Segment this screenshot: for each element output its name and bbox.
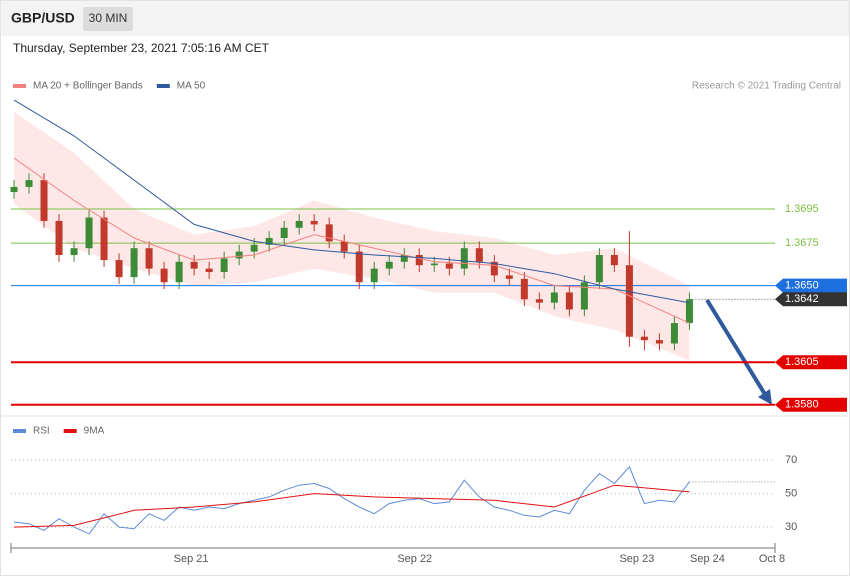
candle-body <box>205 268 213 273</box>
candle-body <box>580 282 588 310</box>
legend-label: RSI <box>33 426 50 437</box>
legend-swatch <box>13 84 26 88</box>
level-label: 1.3675 <box>785 237 819 249</box>
candle-body <box>550 292 558 303</box>
candle-body <box>310 220 318 225</box>
candle-body <box>370 268 378 283</box>
candle-body <box>175 261 183 283</box>
forecast-arrowhead <box>758 389 772 405</box>
legend-swatch <box>156 84 170 88</box>
legend-swatch <box>63 429 77 433</box>
level-label: 1.3650 <box>785 280 819 292</box>
x-tick-label: Sep 24 <box>690 553 725 565</box>
candle-body <box>430 263 438 266</box>
legend-label: MA 50 <box>177 81 206 92</box>
x-tick-label: Sep 22 <box>397 553 432 565</box>
x-tick-label: Sep 23 <box>619 553 654 565</box>
candle-body <box>490 261 498 276</box>
candle-body <box>520 278 528 300</box>
legend-label: 9MA <box>84 426 105 437</box>
candle-body <box>70 248 78 255</box>
source: Research © 2021 Trading Central <box>692 81 841 92</box>
symbol: GBP/USD <box>11 10 75 26</box>
bollinger-band <box>14 112 690 361</box>
candle-body <box>115 260 123 278</box>
level-box <box>775 397 847 412</box>
legend-label: MA 20 + Bollinger Bands <box>33 81 143 92</box>
candle-body <box>40 180 48 221</box>
candle-body <box>265 237 273 245</box>
indicator-line <box>13 484 690 528</box>
candle-body <box>145 248 153 269</box>
candle-body <box>160 268 168 283</box>
timestamp: Thursday, September 23, 2021 7:05:16 AM … <box>13 41 270 55</box>
y-tick-label: 50 <box>785 487 797 499</box>
candle-body <box>535 299 543 303</box>
candle-body <box>340 241 348 252</box>
y-tick-label: 70 <box>785 454 797 466</box>
candle-body <box>25 180 33 187</box>
x-tick-label: Oct 8 <box>759 553 785 565</box>
candle-body <box>190 261 198 269</box>
candle-body <box>295 220 303 228</box>
candle-body <box>325 224 333 242</box>
level-label: 1.3580 <box>785 399 819 411</box>
legend-swatch <box>13 429 26 433</box>
x-tick-label: Sep 21 <box>174 553 209 565</box>
candle-body <box>400 255 408 262</box>
timeframe-button[interactable] <box>83 7 133 31</box>
candle-body <box>595 255 603 283</box>
candle-body <box>475 248 483 262</box>
ma-line <box>13 157 690 324</box>
candle-body <box>460 248 468 269</box>
candle-body <box>100 217 108 261</box>
candle-body <box>250 244 258 252</box>
timeframe-label[interactable]: 30 MIN <box>89 11 128 25</box>
candle-body <box>355 251 363 283</box>
candle-body <box>445 263 453 269</box>
candle-body <box>280 227 288 238</box>
candle-body <box>55 220 63 255</box>
level-label: 1.3695 <box>785 203 819 215</box>
candle-body <box>610 255 618 266</box>
level-box <box>775 278 847 293</box>
header-bar <box>1 1 849 36</box>
candle-body <box>130 248 138 278</box>
last-price-box <box>775 292 847 307</box>
candle-body <box>655 340 663 344</box>
candle-body <box>670 323 678 344</box>
candle-body <box>505 275 513 279</box>
y-tick-label: 30 <box>785 521 797 533</box>
last-price-label: 1.3642 <box>785 293 819 305</box>
candle-body <box>385 261 393 269</box>
indicator-line <box>13 465 690 535</box>
level-box <box>775 355 847 370</box>
candle-body <box>625 265 633 337</box>
candle-body <box>685 299 693 324</box>
candle-body <box>220 258 228 273</box>
candle-body <box>415 255 423 266</box>
candle-body <box>85 217 93 249</box>
candle-body <box>565 292 573 310</box>
level-label: 1.3605 <box>785 356 819 368</box>
forecast-arrow <box>705 298 768 398</box>
ma-line <box>13 99 690 304</box>
candle-body <box>640 336 648 341</box>
candle-body <box>235 251 243 259</box>
candle-body <box>10 186 18 193</box>
